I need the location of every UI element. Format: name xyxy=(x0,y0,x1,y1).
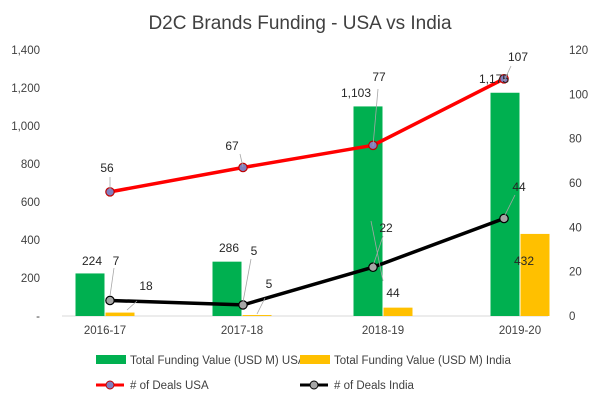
legend-item: # of Deals India xyxy=(300,380,415,392)
legend-swatch xyxy=(300,355,330,364)
chart-title: D2C Brands Funding - USA vs India xyxy=(148,13,452,34)
line-india-leader-line xyxy=(242,258,252,303)
line-usa-leader-line xyxy=(503,65,512,82)
line-india-leader-line xyxy=(372,235,384,267)
line-india-data-label: 44 xyxy=(512,180,526,194)
bar-usa xyxy=(75,273,105,316)
x-tick-label: 2016-17 xyxy=(84,325,126,337)
line-usa-leader-line xyxy=(239,153,244,168)
line-usa-leader-line xyxy=(372,88,379,147)
y-right-tick-label: 100 xyxy=(569,89,588,101)
bar-usa-data-label: 286 xyxy=(219,241,239,255)
bar-india-data-label: 18 xyxy=(139,279,153,293)
y-left-tick-label: 800 xyxy=(21,159,40,171)
y-left-tick-label: 200 xyxy=(21,273,40,285)
y-right-tick-label: 20 xyxy=(569,267,582,279)
y-left-tick-label: 1,200 xyxy=(11,83,40,95)
bar-india-data-label: 44 xyxy=(386,286,400,300)
point-deals-usa xyxy=(238,162,248,173)
y-left-tick-label: 400 xyxy=(21,235,40,247)
bar-india-leader-line xyxy=(256,297,266,315)
legend-label: Total Funding Value (USD M) India xyxy=(334,355,511,367)
y-right-tick-label: 120 xyxy=(569,45,588,57)
line-india-leader-line xyxy=(109,267,115,297)
bar-india-leader-line xyxy=(370,220,384,282)
line-usa-data-label: 56 xyxy=(100,161,114,175)
line-deals-india xyxy=(109,216,505,307)
bar-usa xyxy=(353,106,383,317)
bar-india xyxy=(383,307,413,316)
legend-marker xyxy=(105,380,115,390)
y-left-tick-label: - xyxy=(36,311,40,323)
line-usa-data-label: 67 xyxy=(225,139,239,153)
bar-india xyxy=(242,315,272,316)
bar-india-leader-line xyxy=(126,300,138,311)
y-left-tick-label: 1,400 xyxy=(11,45,40,57)
point-deals-india xyxy=(105,295,115,306)
bar-india-data-label: 432 xyxy=(514,254,534,268)
bar-usa xyxy=(212,261,242,316)
legend-item: Total Funding Value (USD M) USA xyxy=(96,355,306,367)
line-india-data-label: 22 xyxy=(379,221,393,235)
legend-label: # of Deals India xyxy=(334,380,415,392)
legend-label: # of Deals USA xyxy=(130,380,209,392)
y-right-tick-label: 40 xyxy=(569,222,582,234)
legend-item: # of Deals USA xyxy=(96,380,209,392)
bars-group xyxy=(75,92,550,317)
bar-usa xyxy=(490,92,520,316)
bar-india xyxy=(520,233,550,316)
y-left-tick-label: 1,000 xyxy=(11,121,40,133)
line-india-data-label: 7 xyxy=(113,254,120,268)
y-left-tick-label: 600 xyxy=(21,197,40,209)
legend: Total Funding Value (USD M) USA Total Fun… xyxy=(96,355,511,392)
x-tick-label: 2017-18 xyxy=(221,325,263,337)
bar-usa-data-label: 1,175 xyxy=(479,72,509,86)
legend-label: Total Funding Value (USD M) USA xyxy=(130,355,306,367)
line-usa-data-label: 77 xyxy=(372,70,386,84)
bar-usa-data-label: 224 xyxy=(82,254,102,268)
line-usa-data-label: 107 xyxy=(508,50,528,64)
y-right-tick-label: 80 xyxy=(569,134,582,146)
point-deals-india xyxy=(499,213,509,224)
bar-india xyxy=(105,312,135,316)
y-right-tick-label: 0 xyxy=(569,311,575,323)
point-deals-india xyxy=(368,262,378,273)
legend-swatch xyxy=(96,355,126,364)
line-deals-usa xyxy=(109,77,505,194)
line-india-leader-line xyxy=(503,194,516,218)
bar-india-data-label: 5 xyxy=(266,277,273,291)
legend-item: Total Funding Value (USD M) India xyxy=(300,355,511,367)
y-right-tick-label: 60 xyxy=(569,178,582,190)
legend-marker xyxy=(309,380,319,390)
x-tick-label: 2019-20 xyxy=(499,325,541,337)
axes-group: - 200 400 600 800 1,000 1,200 1,400 0 20 40 60 80 100… xyxy=(11,45,588,337)
lines-group xyxy=(105,74,509,310)
line-india-data-label: 5 xyxy=(251,244,258,258)
x-tick-label: 2018-19 xyxy=(362,325,404,337)
bar-usa-data-label: 1,103 xyxy=(341,86,371,100)
data-labels-group: 224 286 1,103 1,175 18 5 44 432 56 67 77 107 7 5 22 44 xyxy=(82,50,534,315)
